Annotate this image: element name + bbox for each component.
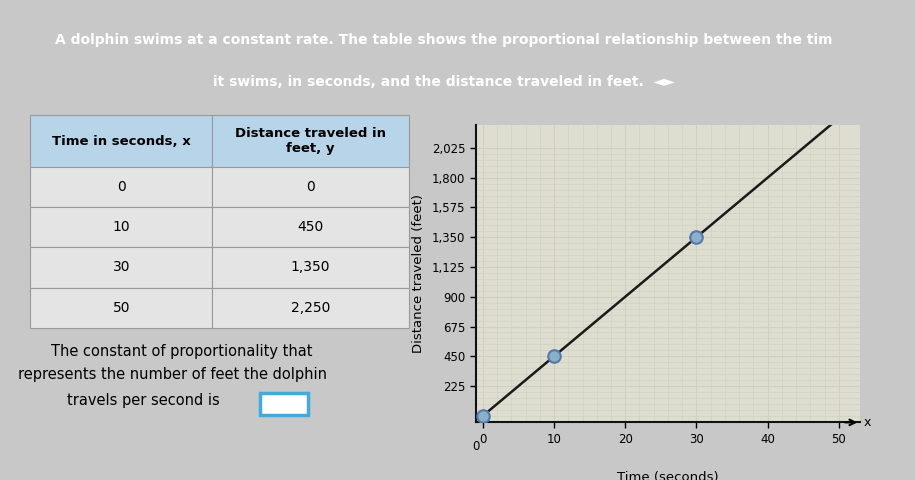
Text: 50: 50: [113, 300, 130, 315]
Bar: [212, 115, 409, 167]
X-axis label: Time (seconds): Time (seconds): [617, 471, 719, 480]
Text: Time in seconds, x: Time in seconds, x: [52, 134, 190, 148]
Text: 30: 30: [113, 261, 130, 275]
Text: it swims, in seconds, and the distance traveled in feet.  ◄►: it swims, in seconds, and the distance t…: [213, 75, 674, 89]
Bar: [260, 393, 308, 415]
Bar: [30, 247, 212, 288]
Text: 450: 450: [297, 220, 324, 234]
Text: A dolphin swims at a constant rate. The table shows the proportional relationshi: A dolphin swims at a constant rate. The …: [55, 33, 833, 47]
Bar: [30, 167, 212, 207]
Bar: [212, 247, 409, 288]
Y-axis label: Distance traveled (feet): Distance traveled (feet): [412, 194, 425, 353]
Text: travels per second is: travels per second is: [67, 393, 229, 408]
Text: 0: 0: [472, 440, 479, 453]
Bar: [30, 115, 212, 167]
Text: 1,350: 1,350: [291, 261, 330, 275]
Text: 10: 10: [113, 220, 130, 234]
Bar: [212, 167, 409, 207]
Text: 0: 0: [306, 180, 315, 194]
Text: The constant of proportionality that: The constant of proportionality that: [50, 344, 312, 359]
Text: 2,250: 2,250: [291, 300, 330, 315]
Text: Distance traveled in
feet, y: Distance traveled in feet, y: [235, 127, 386, 155]
Bar: [30, 288, 212, 328]
Bar: [212, 288, 409, 328]
Text: x: x: [864, 416, 871, 429]
Bar: [30, 207, 212, 247]
Text: represents the number of feet the dolphin: represents the number of feet the dolphi…: [18, 367, 328, 382]
Bar: [212, 207, 409, 247]
Text: 0: 0: [117, 180, 125, 194]
